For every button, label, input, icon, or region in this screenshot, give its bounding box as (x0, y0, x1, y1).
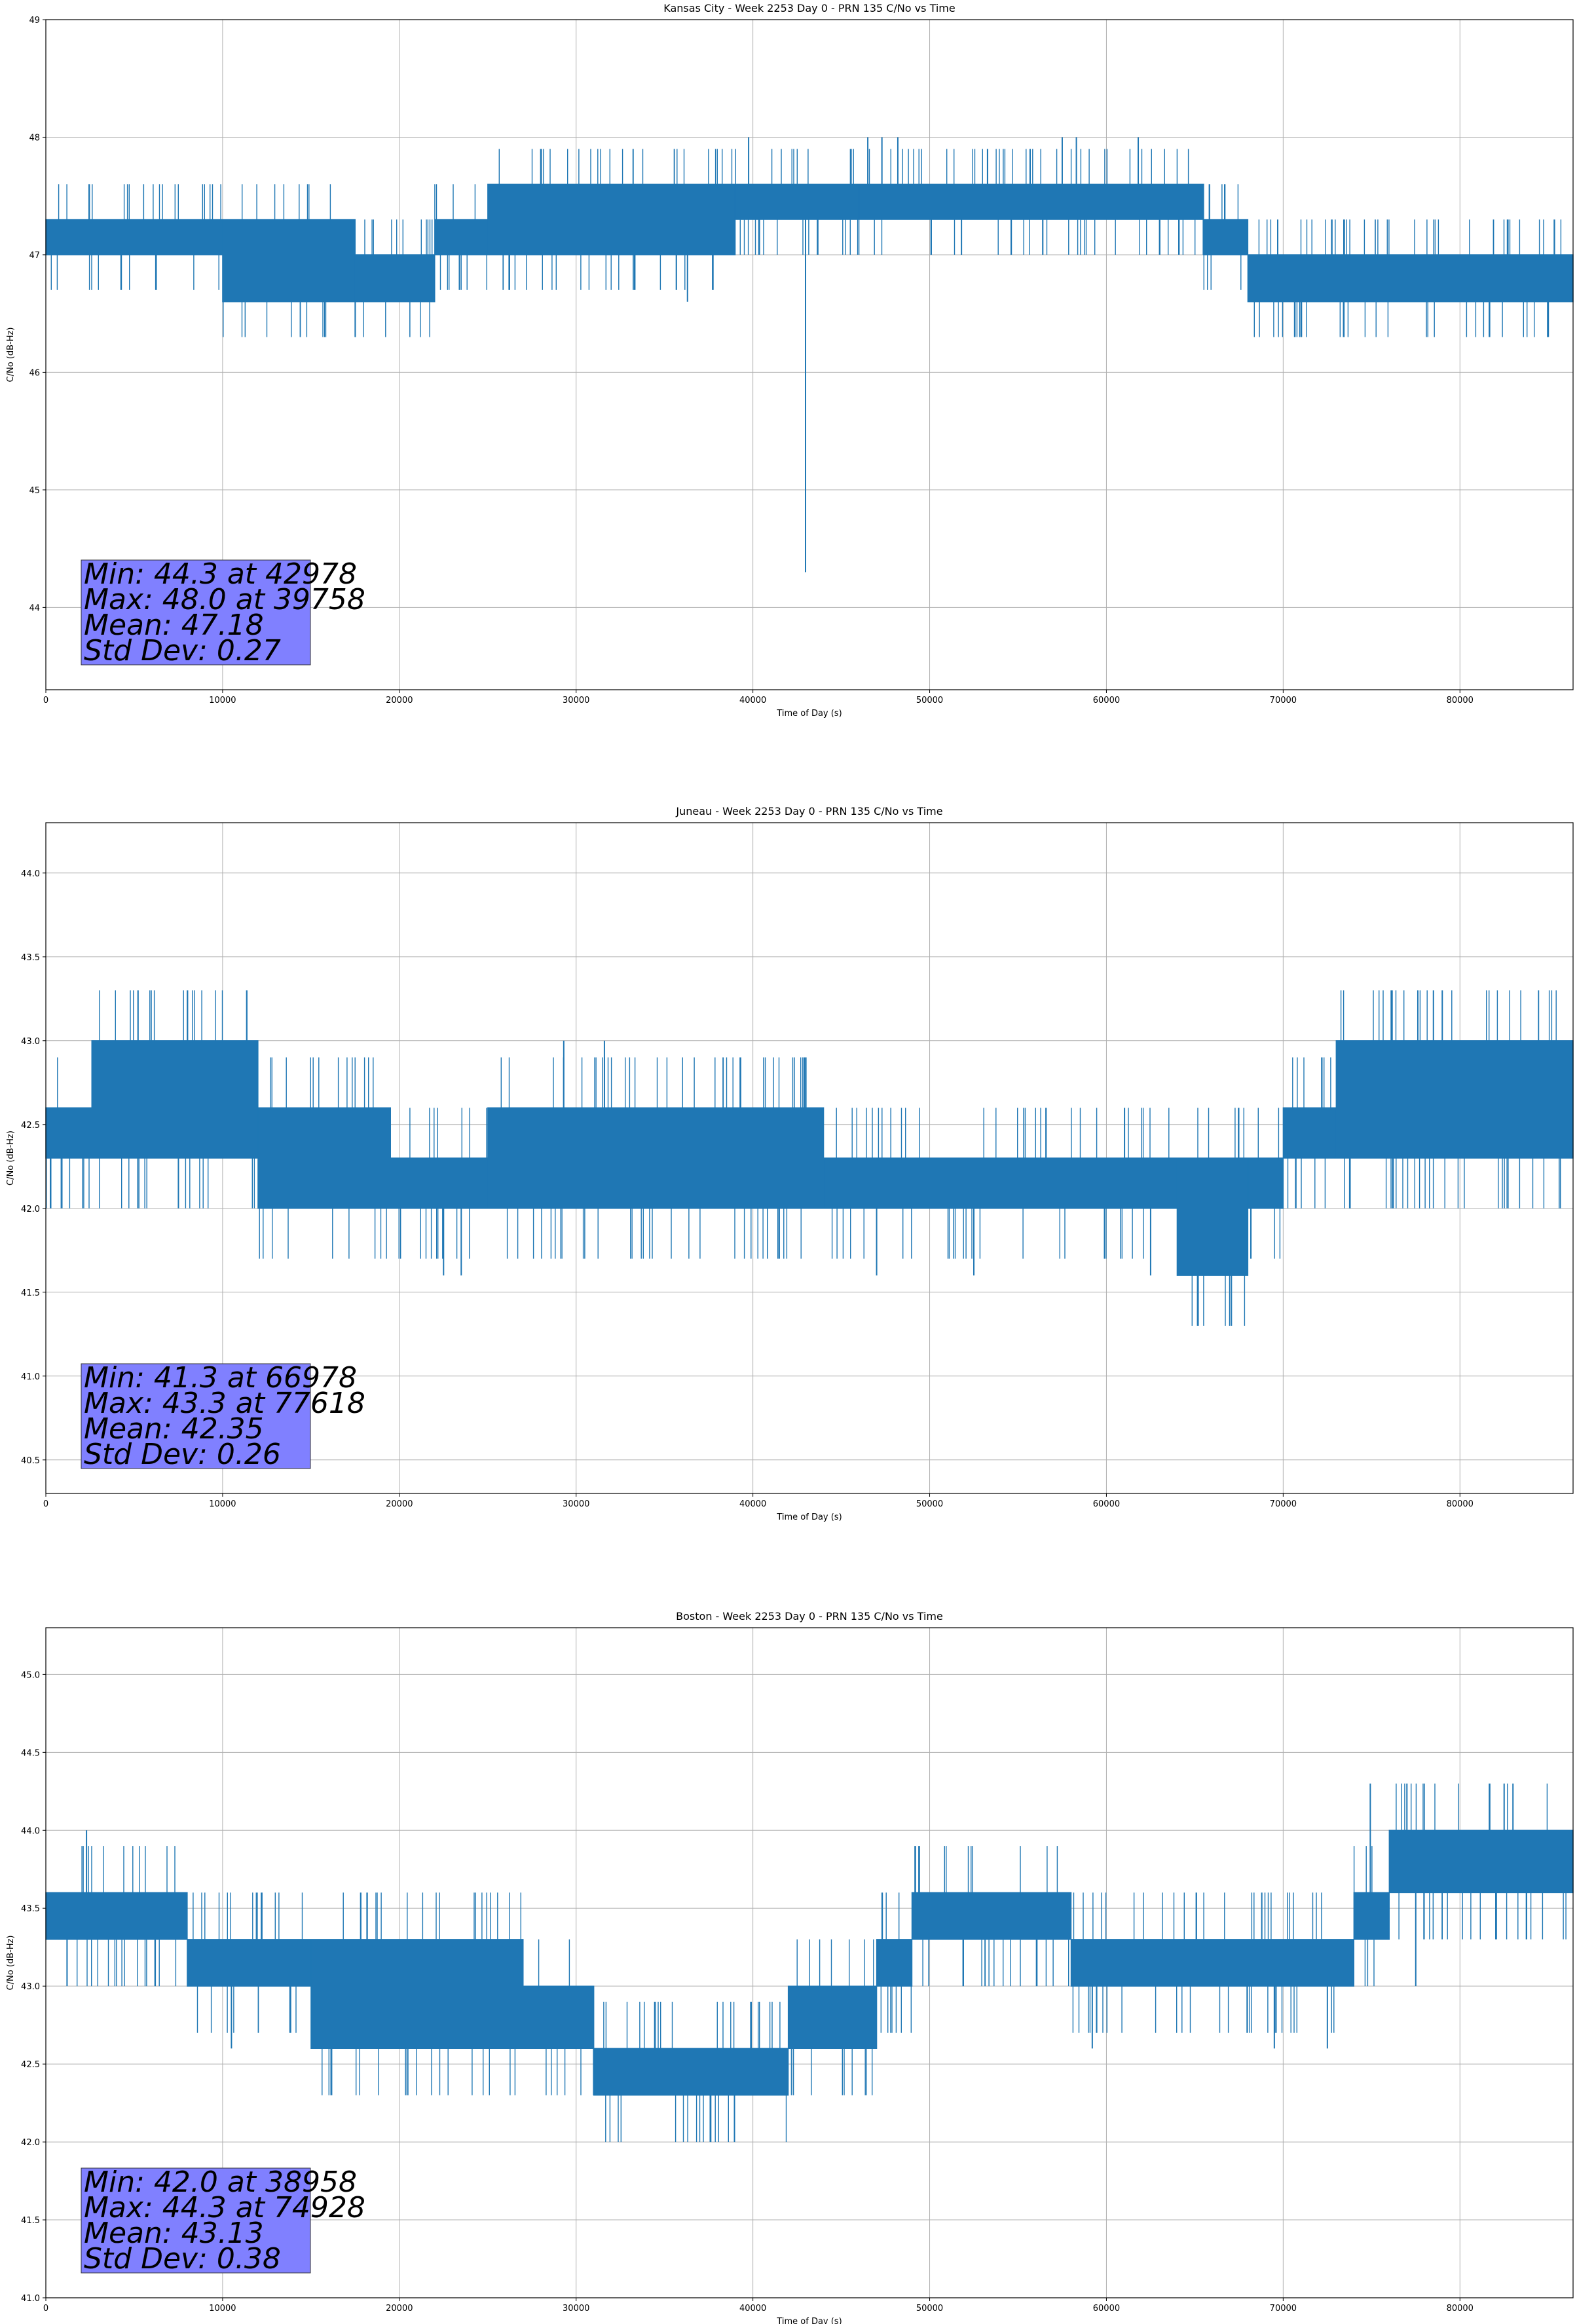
chart-2: 0 10000 20000 30000 40000 50000 60000 70000 8000… (6, 1610, 1574, 2324)
chart-1-frame (45, 822, 1574, 1494)
chart-0-x-axis-label: Time of Day (s) (776, 709, 842, 719)
chart-0-frame (45, 19, 1574, 690)
chart-1-x-tick-label: 80000 (1447, 1499, 1474, 1509)
chart-2-y-tick-label: 43.0 (21, 1982, 40, 1992)
chart-0-y-tick-label: 47 (29, 251, 40, 261)
chart-2-y-tick-label: 42.5 (21, 2060, 40, 2070)
chart-1-x-tick-label: 70000 (1270, 1499, 1297, 1509)
chart-2-y-tick-label: 43.5 (21, 1904, 40, 1914)
chart-2-stats-background (81, 2167, 311, 2274)
chart-0-y-tick-label: 48 (29, 133, 40, 143)
chart-2-title: Boston - Week 2253 Day 0 - PRN 135 C/No … (676, 1610, 943, 1622)
chart-2-stats-max: Max: 44.3 at 74928 (84, 2191, 365, 2224)
chart-0-title: Kansas City - Week 2253 Day 0 - PRN 135 … (663, 2, 955, 14)
chart-1-y-axis-label: C/No (dB-Hz) (6, 1131, 16, 1186)
chart-0-stats-background (81, 559, 311, 665)
chart-0-stats-max: Max: 48.0 at 39758 (84, 583, 365, 616)
chart-2-stats-mean: Mean: 43.13 (84, 2217, 264, 2250)
chart-1-y-tick-label: 40.5 (21, 1456, 40, 1466)
chart-1: 0 10000 20000 30000 40000 50000 60000 70000 8000… (6, 805, 1574, 1522)
chart-0: 0 10000 20000 30000 40000 50000 60000 70000 8000… (6, 2, 1574, 719)
chart-0-y-tick-label: 49 (29, 16, 40, 26)
chart-0-x-tick-label: 30000 (563, 696, 589, 705)
chart-1-x-tick-label: 0 (43, 1499, 48, 1509)
chart-0-x-tick-label: 10000 (209, 696, 236, 705)
chart-2-x-tick-label: 40000 (739, 2304, 766, 2314)
chart-0-x-tick-label: 60000 (1093, 696, 1120, 705)
chart-1-x-tick-label: 30000 (563, 1499, 589, 1509)
chart-2-y-tick-label: 44.0 (21, 1826, 40, 1836)
chart-0-x-tick-label: 80000 (1447, 696, 1474, 705)
chart-0-cno-series (45, 149, 1574, 337)
chart-2-x-tick-label: 80000 (1447, 2304, 1474, 2314)
chart-2-cno-series (45, 1783, 1574, 2143)
chart-1-stats-mean: Mean: 42.35 (84, 1412, 264, 1446)
chart-2-x-tick-label: 70000 (1270, 2304, 1297, 2314)
chart-1-stats-min: Min: 41.3 at 66978 (84, 1361, 357, 1395)
chart-2-y-tick-label: 42.0 (21, 2138, 40, 2148)
chart-1-y-tick-label: 43.0 (21, 1037, 40, 1047)
chart-0-y-axis-label: C/No (dB-Hz) (6, 328, 16, 383)
chart-2-y-axis-label: C/No (dB-Hz) (6, 1936, 16, 1991)
chart-0-y-tick-label: 44 (29, 603, 40, 613)
chart-2-y-tick-label: 45.0 (21, 1670, 40, 1680)
chart-0-x-tick-label: 20000 (386, 696, 413, 705)
chart-1-cno-series (45, 990, 1574, 1326)
chart-2-x-tick-label: 30000 (563, 2304, 589, 2314)
chart-0-stats-mean: Mean: 47.18 (84, 609, 264, 642)
chart-2-x-tick-label: 50000 (916, 2304, 943, 2314)
chart-1-stats-background (81, 1363, 311, 1469)
chart-0-stats-std: Std Dev: 0.27 (84, 634, 281, 667)
chart-2-stats-std: Std Dev: 0.38 (84, 2242, 281, 2276)
chart-2-x-axis-label: Time of Day (s) (776, 2317, 842, 2324)
chart-1-x-tick-label: 40000 (739, 1499, 766, 1509)
chart-0-y-tick-label: 45 (29, 486, 40, 496)
chart-0-x-tick-label: 0 (43, 696, 48, 705)
chart-0-x-tick-label: 70000 (1270, 696, 1297, 705)
chart-1-x-tick-label: 60000 (1093, 1499, 1120, 1509)
chart-1-x-tick-label: 20000 (386, 1499, 413, 1509)
chart-1-x-tick-label: 50000 (916, 1499, 943, 1509)
chart-1-stats-max: Max: 43.3 at 77618 (84, 1387, 365, 1420)
chart-2-x-tick-label: 20000 (386, 2304, 413, 2314)
chart-2-x-tick-label: 10000 (209, 2304, 236, 2314)
chart-1-y-tick-label: 43.5 (21, 953, 40, 963)
chart-1-x-tick-label: 10000 (209, 1499, 236, 1509)
chart-1-y-tick-label: 42.0 (21, 1205, 40, 1214)
chart-2-y-tick-label: 44.5 (21, 1748, 40, 1758)
chart-1-y-tick-label: 42.5 (21, 1121, 40, 1131)
chart-0-y-tick-label: 46 (29, 368, 40, 378)
chart-2-y-tick-label: 41.5 (21, 2216, 40, 2226)
chart-2-frame (45, 1627, 1574, 2298)
chart-1-y-tick-label: 41.0 (21, 1372, 40, 1382)
chart-0-x-tick-label: 50000 (916, 696, 943, 705)
chart-2-x-tick-label: 0 (43, 2304, 48, 2314)
chart-1-y-tick-label: 44.0 (21, 869, 40, 879)
chart-2-y-tick-label: 41.0 (21, 2294, 40, 2304)
chart-1-title: Juneau - Week 2253 Day 0 - PRN 135 C/No … (675, 805, 942, 817)
chart-0-x-tick-label: 40000 (739, 696, 766, 705)
chart-2-x-tick-label: 60000 (1093, 2304, 1120, 2314)
chart-1-y-tick-label: 41.5 (21, 1288, 40, 1298)
chart-1-x-axis-label: Time of Day (s) (776, 1512, 842, 1522)
chart-1-stats-std: Std Dev: 0.26 (84, 1438, 281, 1471)
chart-2-stats-min: Min: 42.0 at 38958 (84, 2165, 357, 2199)
chart-0-stats-min: Min: 44.3 at 42978 (84, 557, 357, 591)
